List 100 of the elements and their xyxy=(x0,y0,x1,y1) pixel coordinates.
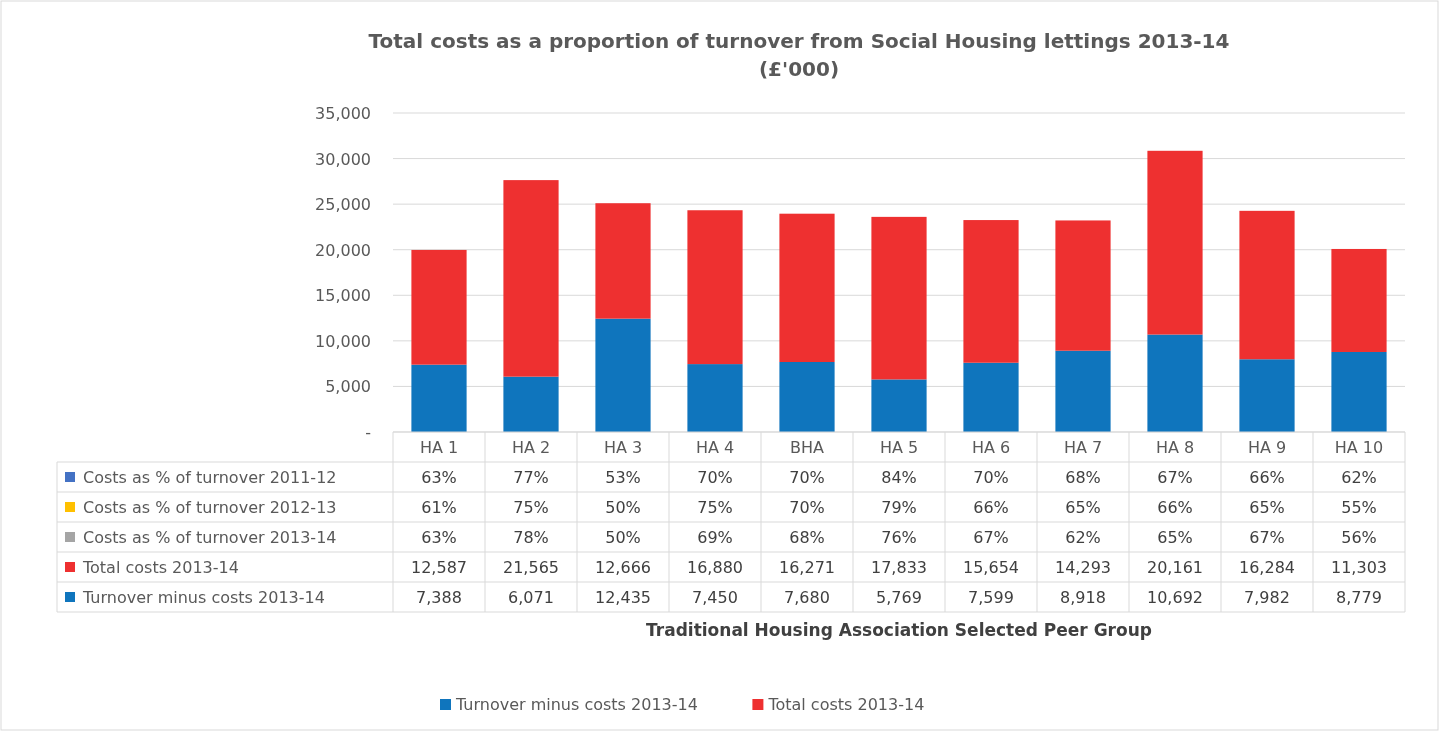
data-label: 12,435 xyxy=(595,588,651,607)
data-label: 70% xyxy=(789,498,825,517)
bar xyxy=(687,210,743,365)
x-tick-label: HA 2 xyxy=(511,438,551,457)
data-label: 12,587 xyxy=(411,558,467,577)
data-label: 66% xyxy=(1157,498,1193,517)
data-label: 67% xyxy=(973,528,1009,547)
bar xyxy=(503,180,559,377)
bar xyxy=(1147,334,1203,432)
data-label: 55% xyxy=(1341,498,1377,517)
data-label: 16,284 xyxy=(1239,558,1295,577)
data-label: 16,880 xyxy=(687,558,743,577)
data-label: 66% xyxy=(973,498,1009,517)
data-label: 11,303 xyxy=(1331,558,1387,577)
data-label: 21,565 xyxy=(503,558,559,577)
y-tick-label: 35,000 xyxy=(315,104,371,123)
x-tick-label: HA 10 xyxy=(1334,438,1384,457)
y-tick-label: 20,000 xyxy=(315,240,371,260)
text: Total costs 2013-14 xyxy=(768,695,925,714)
bar xyxy=(1055,350,1111,432)
bar xyxy=(503,376,559,432)
data-label: 70% xyxy=(973,468,1009,487)
data-label: 66% xyxy=(1249,468,1285,487)
bar xyxy=(779,362,835,432)
bar xyxy=(687,364,743,432)
text: Traditional Housing Association Selected Peer Group xyxy=(646,620,1152,640)
data-label: 65% xyxy=(1065,498,1101,517)
data-label: 7,450 xyxy=(692,588,738,607)
x-tick-label: HA 8 xyxy=(1155,438,1195,457)
data-label: 12,666 xyxy=(595,558,651,577)
data-label: 79% xyxy=(881,498,917,517)
data-label: 76% xyxy=(881,528,917,547)
data-label: 63% xyxy=(421,528,457,547)
y-tick-label: 30,000 xyxy=(315,149,371,169)
bar xyxy=(595,203,651,319)
data-label: 20,161 xyxy=(1147,558,1203,577)
data-label: 62% xyxy=(1341,468,1377,487)
bar xyxy=(1239,359,1295,432)
data-label: 68% xyxy=(789,528,825,547)
bar xyxy=(1055,220,1111,351)
legend-label: Costs as % of turnover 2012-13 xyxy=(83,498,337,517)
data-label: 65% xyxy=(1249,498,1285,517)
data-label: 6,071 xyxy=(508,588,554,607)
x-tick-label: HA 1 xyxy=(419,438,459,457)
chart-title: Total costs as a proportion of turnover from Social Housing lettings 2013-14 (£'000) xyxy=(368,29,1230,81)
bar xyxy=(1147,150,1203,335)
y-tick-label: 15,000 xyxy=(315,286,371,306)
data-label: 68% xyxy=(1065,468,1101,487)
bar xyxy=(411,364,467,432)
y-tick-label: 25,000 xyxy=(315,195,371,215)
x-tick-label: HA 3 xyxy=(603,438,643,457)
data-label: 84% xyxy=(881,468,917,487)
data-label: 61% xyxy=(421,498,457,517)
data-label: 75% xyxy=(513,498,549,517)
x-tick-label: BHA xyxy=(790,438,825,457)
data-label: 62% xyxy=(1065,528,1101,547)
data-label: 70% xyxy=(789,468,825,487)
data-label: 67% xyxy=(1157,468,1193,487)
legend-label: Costs as % of turnover 2011-12 xyxy=(83,468,337,487)
data-label: 70% xyxy=(697,468,733,487)
data-label: 75% xyxy=(697,498,733,517)
y-tick-label: - xyxy=(365,423,371,442)
bar xyxy=(1239,210,1295,360)
data-label: 56% xyxy=(1341,528,1377,547)
x-tick-label: HA 6 xyxy=(971,438,1011,457)
data-label: 69% xyxy=(697,528,733,547)
data-label: 7,982 xyxy=(1244,588,1290,607)
bar xyxy=(963,220,1019,363)
data-label: 17,833 xyxy=(871,558,927,577)
legend-label: Turnover minus costs 2013-14 xyxy=(82,588,325,607)
data-label: 15,654 xyxy=(963,558,1019,577)
x-tick-label: HA 5 xyxy=(879,438,919,457)
data-label: 7,680 xyxy=(784,588,830,607)
bar xyxy=(1331,248,1387,352)
data-label: 10,692 xyxy=(1147,588,1203,607)
data-label: 65% xyxy=(1157,528,1193,547)
bar xyxy=(779,213,835,362)
x-tick-label: HA 7 xyxy=(1063,438,1103,457)
data-label: 67% xyxy=(1249,528,1285,547)
data-label: 53% xyxy=(605,468,641,487)
x-tick-label: HA 4 xyxy=(695,438,735,457)
data-label: 7,599 xyxy=(968,588,1014,607)
data-label: 8,779 xyxy=(1336,588,1382,607)
bar xyxy=(1331,351,1387,432)
data-label: 50% xyxy=(605,528,641,547)
data-label: 77% xyxy=(513,468,549,487)
data-label: 63% xyxy=(421,468,457,487)
data-label: 7,388 xyxy=(416,588,462,607)
data-label: 50% xyxy=(605,498,641,517)
bar xyxy=(595,318,651,432)
bar xyxy=(871,379,927,432)
bar xyxy=(411,249,467,365)
data-label: 14,293 xyxy=(1055,558,1111,577)
data-label: 16,271 xyxy=(779,558,835,577)
text: Turnover minus costs 2013-14 xyxy=(456,695,698,714)
data-label: 5,769 xyxy=(876,588,922,607)
data-label: 8,918 xyxy=(1060,588,1106,607)
legend-label: Total costs 2013-14 xyxy=(82,558,239,577)
x-tick-label: HA 9 xyxy=(1247,438,1287,457)
y-tick-label: 10,000 xyxy=(315,331,371,351)
